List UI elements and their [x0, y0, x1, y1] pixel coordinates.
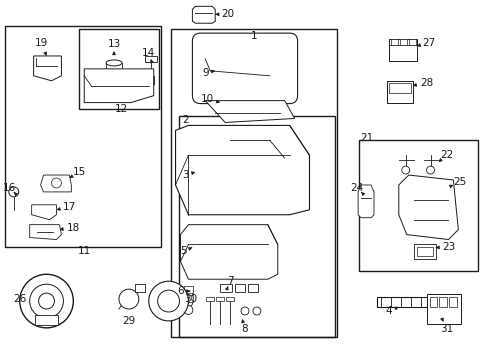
- Text: 9: 9: [202, 68, 208, 78]
- Polygon shape: [34, 56, 61, 81]
- Circle shape: [148, 281, 188, 321]
- Bar: [216, 297, 224, 301]
- Bar: [439, 297, 447, 307]
- Circle shape: [9, 187, 19, 197]
- Bar: [413, 244, 435, 260]
- Polygon shape: [84, 69, 153, 103]
- Bar: [184, 286, 193, 293]
- Bar: [390, 39, 397, 45]
- Bar: [170, 29, 337, 337]
- Polygon shape: [192, 6, 215, 23]
- Text: 29: 29: [122, 316, 135, 326]
- Text: 23: 23: [441, 243, 454, 252]
- Bar: [147, 76, 153, 84]
- Text: 14: 14: [142, 48, 155, 58]
- Circle shape: [146, 79, 154, 87]
- Bar: [428, 297, 437, 307]
- Text: 11: 11: [78, 247, 91, 256]
- Bar: [144, 56, 156, 62]
- Circle shape: [241, 307, 248, 315]
- Ellipse shape: [106, 78, 122, 84]
- Polygon shape: [205, 100, 294, 122]
- Polygon shape: [180, 225, 277, 279]
- Bar: [184, 295, 193, 302]
- Circle shape: [30, 284, 63, 318]
- Circle shape: [20, 274, 73, 328]
- Circle shape: [39, 293, 54, 309]
- Text: 8: 8: [241, 324, 248, 334]
- Polygon shape: [30, 225, 61, 239]
- Bar: [206, 297, 214, 301]
- Bar: [426, 294, 460, 324]
- Polygon shape: [32, 205, 56, 220]
- Circle shape: [183, 290, 192, 298]
- Text: 25: 25: [453, 177, 466, 187]
- Text: 3: 3: [182, 170, 188, 180]
- Circle shape: [51, 178, 61, 188]
- Text: 18: 18: [66, 222, 80, 233]
- Circle shape: [252, 307, 260, 315]
- Text: 27: 27: [421, 38, 434, 48]
- Text: 26: 26: [13, 294, 26, 304]
- Bar: [388, 39, 416, 61]
- Bar: [235, 284, 244, 292]
- Ellipse shape: [106, 60, 122, 66]
- Text: 7: 7: [226, 276, 233, 286]
- Text: 10: 10: [200, 94, 213, 104]
- Text: 5: 5: [180, 247, 186, 256]
- Bar: [5, 26, 161, 247]
- Bar: [386, 81, 412, 103]
- Text: 16: 16: [3, 183, 17, 193]
- Text: 17: 17: [62, 202, 76, 212]
- Circle shape: [401, 166, 409, 174]
- Bar: [399, 39, 406, 45]
- Text: 2: 2: [182, 116, 188, 126]
- Bar: [135, 284, 144, 292]
- FancyBboxPatch shape: [192, 33, 297, 104]
- Text: 19: 19: [35, 38, 48, 48]
- Bar: [376, 297, 427, 307]
- Circle shape: [119, 289, 139, 309]
- Text: 24: 24: [350, 183, 363, 193]
- Bar: [416, 247, 432, 256]
- Text: 22: 22: [439, 150, 452, 160]
- Text: 1: 1: [250, 31, 257, 41]
- Text: 30: 30: [183, 294, 197, 304]
- Bar: [408, 39, 415, 45]
- Text: 13: 13: [107, 39, 121, 49]
- Text: 6: 6: [177, 286, 183, 296]
- Bar: [178, 116, 335, 337]
- Text: 21: 21: [360, 133, 373, 143]
- Polygon shape: [175, 125, 309, 215]
- Polygon shape: [357, 185, 373, 218]
- Text: 12: 12: [114, 104, 127, 113]
- Bar: [388, 83, 410, 93]
- Bar: [225, 297, 234, 301]
- Bar: [247, 284, 257, 292]
- Circle shape: [426, 166, 434, 174]
- Bar: [358, 140, 477, 271]
- Text: 4: 4: [385, 306, 391, 316]
- Bar: [220, 284, 232, 292]
- Bar: [35, 315, 59, 325]
- Circle shape: [183, 306, 192, 314]
- Text: 28: 28: [419, 78, 432, 88]
- Bar: [79, 29, 158, 109]
- Polygon shape: [41, 175, 71, 192]
- Circle shape: [157, 290, 179, 312]
- Text: 31: 31: [439, 324, 452, 334]
- Bar: [448, 297, 456, 307]
- Circle shape: [183, 298, 192, 306]
- Text: 20: 20: [221, 9, 234, 19]
- Text: 15: 15: [73, 167, 86, 177]
- Polygon shape: [398, 175, 457, 239]
